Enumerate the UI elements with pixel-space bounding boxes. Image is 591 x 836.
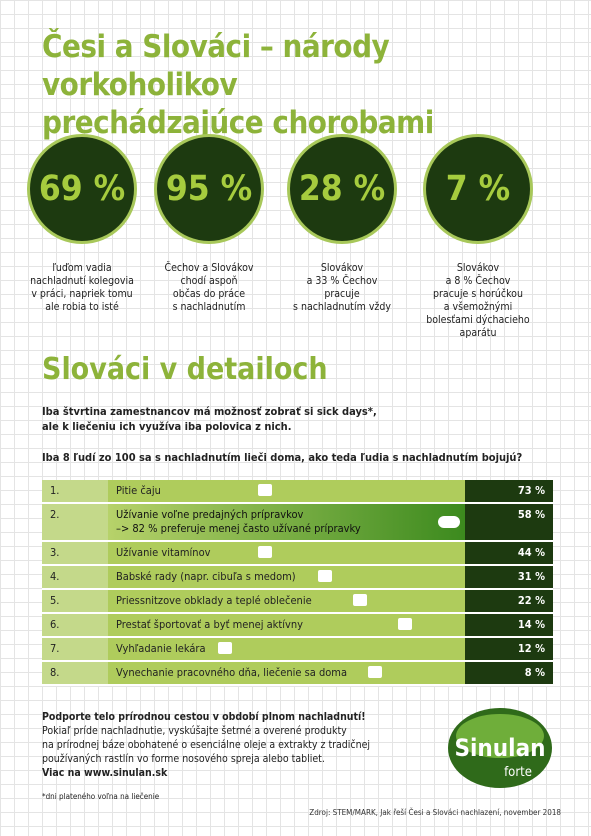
row-percent: 44 %	[465, 542, 553, 564]
row-icon	[438, 516, 460, 528]
description-line: nachladnutí kolegovia	[30, 275, 134, 287]
table-row: 5. Priessnitzove obklady a teplé oblečeni…	[42, 590, 553, 614]
row-percent: 73 %	[465, 480, 553, 502]
row-percent: 14 %	[465, 614, 553, 636]
row-number: 7.	[42, 638, 108, 660]
description-line: Čechov a Slovákov	[164, 262, 254, 274]
table-row: 3. Užívanie vitamínov 44 %	[42, 542, 553, 566]
description-line: a 8 % Čechov	[445, 275, 511, 287]
row-text-line: Priessnitzove obklady a teplé oblečenie	[116, 594, 312, 607]
footer-line: používaných rastlín vo forme nosového sp…	[42, 753, 325, 765]
row-percent: 31 %	[465, 566, 553, 588]
row-text: Priessnitzove obklady a teplé oblečenie	[108, 590, 465, 612]
description-line: pracuje s horúčkou	[433, 288, 523, 300]
description-line: pracuje	[324, 288, 360, 300]
description-line: a 33 % Čechov	[306, 275, 378, 287]
footer-line: Pokiaľ príde nachladnutie, vyskúšajte še…	[42, 725, 347, 737]
row-text-line: –> 82 % preferuje menej často užívané pr…	[116, 522, 361, 535]
stat-circle: 7 %	[426, 137, 530, 241]
row-text: Babské rady (napr. cibuľa s medom)	[108, 566, 465, 588]
row-text: Vyhľadanie lekára	[108, 638, 465, 660]
row-icon	[258, 546, 272, 558]
footnote: *dni plateného voľna na liečenie	[42, 792, 160, 801]
title-line: Česi a Slováci – národy vorkoholikov	[42, 29, 390, 103]
section-title: Slováci v detailoch	[42, 352, 328, 387]
row-text-line: Vyhľadanie lekára	[116, 642, 206, 655]
row-icon	[318, 570, 332, 582]
description-line: občas do práce	[172, 288, 246, 300]
table-row: 6. Prestať športovať a byť menej aktívny 1…	[42, 614, 553, 638]
row-percent: 22 %	[465, 590, 553, 612]
row-icon	[368, 666, 382, 678]
table-row: 7. Vyhľadanie lekára 12 %	[42, 638, 553, 662]
description-line: chodí aspoň	[180, 275, 238, 287]
footer-line: na prírodnej báze obohatené o esenciálne…	[42, 739, 371, 751]
stat-circle: 95 %	[157, 137, 261, 241]
title-line: prechádzajúce chorobami	[42, 105, 434, 141]
row-text-line: Užívanie voľne predajných prípravkov	[116, 508, 304, 521]
row-icon	[398, 618, 412, 630]
table-row: 8. Vynechanie pracovného dňa, liečenie sa…	[42, 662, 553, 686]
description-line: ľuďom vadia	[52, 262, 112, 274]
intro-line: Iba štvrtina zamestnancov má možnosť zob…	[42, 405, 377, 418]
logo-leaf	[456, 714, 544, 758]
description-line: Slovákov	[320, 262, 364, 274]
logo: Sinulan forte	[448, 708, 552, 788]
stat-description: Čechov a Slovákov chodí aspoň občas do prá…	[139, 262, 279, 314]
source: Zdroj: STEM/MARK, Jak řeší Česi a Slovác…	[309, 808, 561, 817]
description-line: s nachladnutím vždy	[293, 301, 391, 313]
stat-circle: 69 %	[30, 137, 134, 241]
row-text: Pitie čaju	[108, 480, 465, 502]
row-number: 1.	[42, 480, 108, 502]
table: 1. Pitie čaju 73 % 2. Užívanie voľne predajn…	[42, 480, 553, 686]
description-line: a všemožnými	[443, 301, 513, 313]
row-number: 4.	[42, 566, 108, 588]
row-text-line: Babské rady (napr. cibuľa s medom)	[116, 570, 296, 583]
intro-line: ale k liečeniu ich využíva iba polovica …	[42, 420, 292, 433]
row-text: Prestať športovať a byť menej aktívny	[108, 614, 465, 636]
description-line: bolesťami dýchacieho	[426, 314, 530, 326]
logo-sub: forte	[504, 765, 532, 780]
row-percent: 12 %	[465, 638, 553, 660]
row-text: Užívanie voľne predajných prípravkov –> 8…	[108, 504, 465, 540]
description-line: ale robia to isté	[45, 301, 119, 313]
table-row: 4. Babské rady (napr. cibuľa s medom) 31 %	[42, 566, 553, 590]
description-line: v práci, napriek tomu	[31, 288, 133, 300]
row-text-line: Vynechanie pracovného dňa, liečenie sa d…	[116, 666, 348, 679]
row-icon	[258, 484, 272, 496]
row-text-line: Užívanie vitamínov	[116, 546, 211, 559]
title: Česi a Slováci – národy vorkoholikov pre…	[42, 28, 591, 142]
description-line: Slovákov	[456, 262, 500, 274]
description-line: aparátu	[459, 327, 497, 339]
table-row: 1. Pitie čaju 73 %	[42, 480, 553, 504]
table-row: 2. Užívanie voľne predajných prípravkov –>…	[42, 504, 553, 542]
footer: Podporte telo prírodnou cestou v období …	[42, 710, 370, 804]
row-text: Užívanie vitamínov	[108, 542, 465, 564]
link[interactable]: Viac na www.sinulan.sk	[42, 767, 168, 779]
row-number: 5.	[42, 590, 108, 612]
row-percent: 8 %	[465, 662, 553, 684]
row-number: 6.	[42, 614, 108, 636]
intro: Iba štvrtina zamestnancov má možnosť zob…	[42, 404, 377, 434]
description-line: s nachladnutím	[172, 301, 246, 313]
stat-description: Slovákov a 8 % Čechov pracuje s horúčkou a …	[408, 262, 548, 340]
logo-brand: Sinulan	[454, 734, 545, 762]
row-number: 8.	[42, 662, 108, 684]
row-icon	[353, 594, 367, 606]
footer-heading: Podporte telo prírodnou cestou v období …	[42, 711, 366, 723]
row-icon	[218, 642, 232, 654]
row-percent: 58 %	[465, 504, 553, 540]
stat-description: ľuďom vadia nachladnutí kolegovia v práci,…	[12, 262, 152, 314]
row-text-line: Pitie čaju	[116, 484, 161, 497]
stat-description: Slovákov a 33 % Čechov pracuje s nachladnut…	[272, 262, 412, 314]
row-number: 3.	[42, 542, 108, 564]
stat-circle: 28 %	[290, 137, 394, 241]
row-text: Vynechanie pracovného dňa, liečenie sa d…	[108, 662, 465, 684]
row-number: 2.	[42, 504, 108, 540]
question: Iba 8 ľudí zo 100 sa s nachladnutím lieč…	[42, 451, 523, 464]
row-text-line: Prestať športovať a byť menej aktívny	[116, 618, 303, 631]
